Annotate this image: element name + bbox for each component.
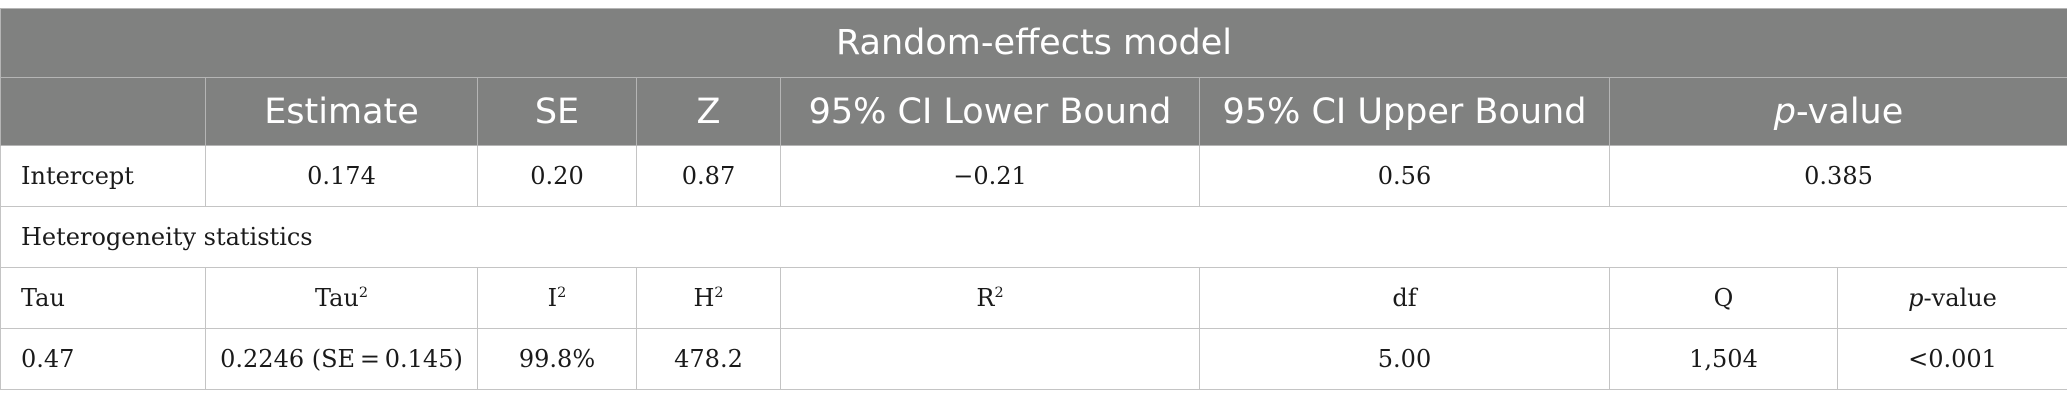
header-se: SE xyxy=(477,77,637,146)
het-header-tau2: Tau2 xyxy=(205,267,478,329)
h2-exp: 2 xyxy=(714,285,724,301)
het-value-r2 xyxy=(780,328,1200,390)
het-value-h2: 478.2 xyxy=(636,328,781,390)
h2-base: H xyxy=(693,284,715,312)
section-row: Heterogeneity statistics xyxy=(0,206,2067,268)
het-p-suffix: -value xyxy=(1923,284,1997,312)
intercept-z: 0.87 xyxy=(636,145,781,207)
r2-exp: 2 xyxy=(994,285,1004,301)
header-estimate: Estimate xyxy=(205,77,478,146)
header-ci-upper: 95% CI Upper Bound xyxy=(1199,77,1610,146)
intercept-p-value: 0.385 xyxy=(1608,145,2067,207)
het-header-h2: H2 xyxy=(636,267,781,329)
title-row: Random-effects model xyxy=(0,8,2067,78)
intercept-ci-upper: 0.56 xyxy=(1199,145,1610,207)
heterogeneity-section-label: Heterogeneity statistics xyxy=(0,206,2067,268)
random-effects-table: Random-effects model Estimate SE Z 95% C… xyxy=(0,8,2067,390)
header-p-suffix: -value xyxy=(1795,91,1904,132)
het-value-i2: 99.8% xyxy=(477,328,637,390)
i2-exp: 2 xyxy=(557,285,567,301)
heterogeneity-header-row: Tau Tau2 I2 H2 R2 df Q p-value xyxy=(0,267,2067,329)
het-p-italic: p xyxy=(1908,284,1924,312)
header-ci-lower: 95% CI Lower Bound xyxy=(780,77,1200,146)
column-header-row: Estimate SE Z 95% CI Lower Bound 95% CI … xyxy=(0,77,2067,146)
het-value-df: 5.00 xyxy=(1199,328,1610,390)
header-z: Z xyxy=(636,77,781,146)
het-header-p-value: p-value xyxy=(1836,267,2067,329)
intercept-row: Intercept 0.174 0.20 0.87 −0.21 0.56 0.3… xyxy=(0,145,2067,207)
het-header-df: df xyxy=(1199,267,1610,329)
header-blank xyxy=(0,77,206,146)
i2-base: I xyxy=(547,284,558,312)
tau2-base: Tau xyxy=(314,284,359,312)
intercept-se: 0.20 xyxy=(477,145,637,207)
het-header-i2: I2 xyxy=(477,267,637,329)
intercept-label: Intercept xyxy=(0,145,206,207)
table-title: Random-effects model xyxy=(0,8,2067,78)
intercept-ci-lower: −0.21 xyxy=(780,145,1200,207)
het-value-tau: 0.47 xyxy=(0,328,206,390)
header-p-italic: p xyxy=(1773,91,1796,132)
het-value-q: 1,504 xyxy=(1609,328,1838,390)
het-value-p: <0.001 xyxy=(1836,328,2067,390)
tau2-exp: 2 xyxy=(358,285,369,301)
het-value-tau2: 0.2246 (SE = 0.145) xyxy=(205,328,478,390)
intercept-estimate: 0.174 xyxy=(205,145,478,207)
het-header-q: Q xyxy=(1609,267,1838,329)
r2-base: R xyxy=(976,284,995,312)
header-p-value: p-value xyxy=(1608,77,2067,146)
het-header-r2: R2 xyxy=(780,267,1200,329)
het-header-tau: Tau xyxy=(0,267,206,329)
heterogeneity-values-row: 0.47 0.2246 (SE = 0.145) 99.8% 478.2 5.0… xyxy=(0,328,2067,390)
